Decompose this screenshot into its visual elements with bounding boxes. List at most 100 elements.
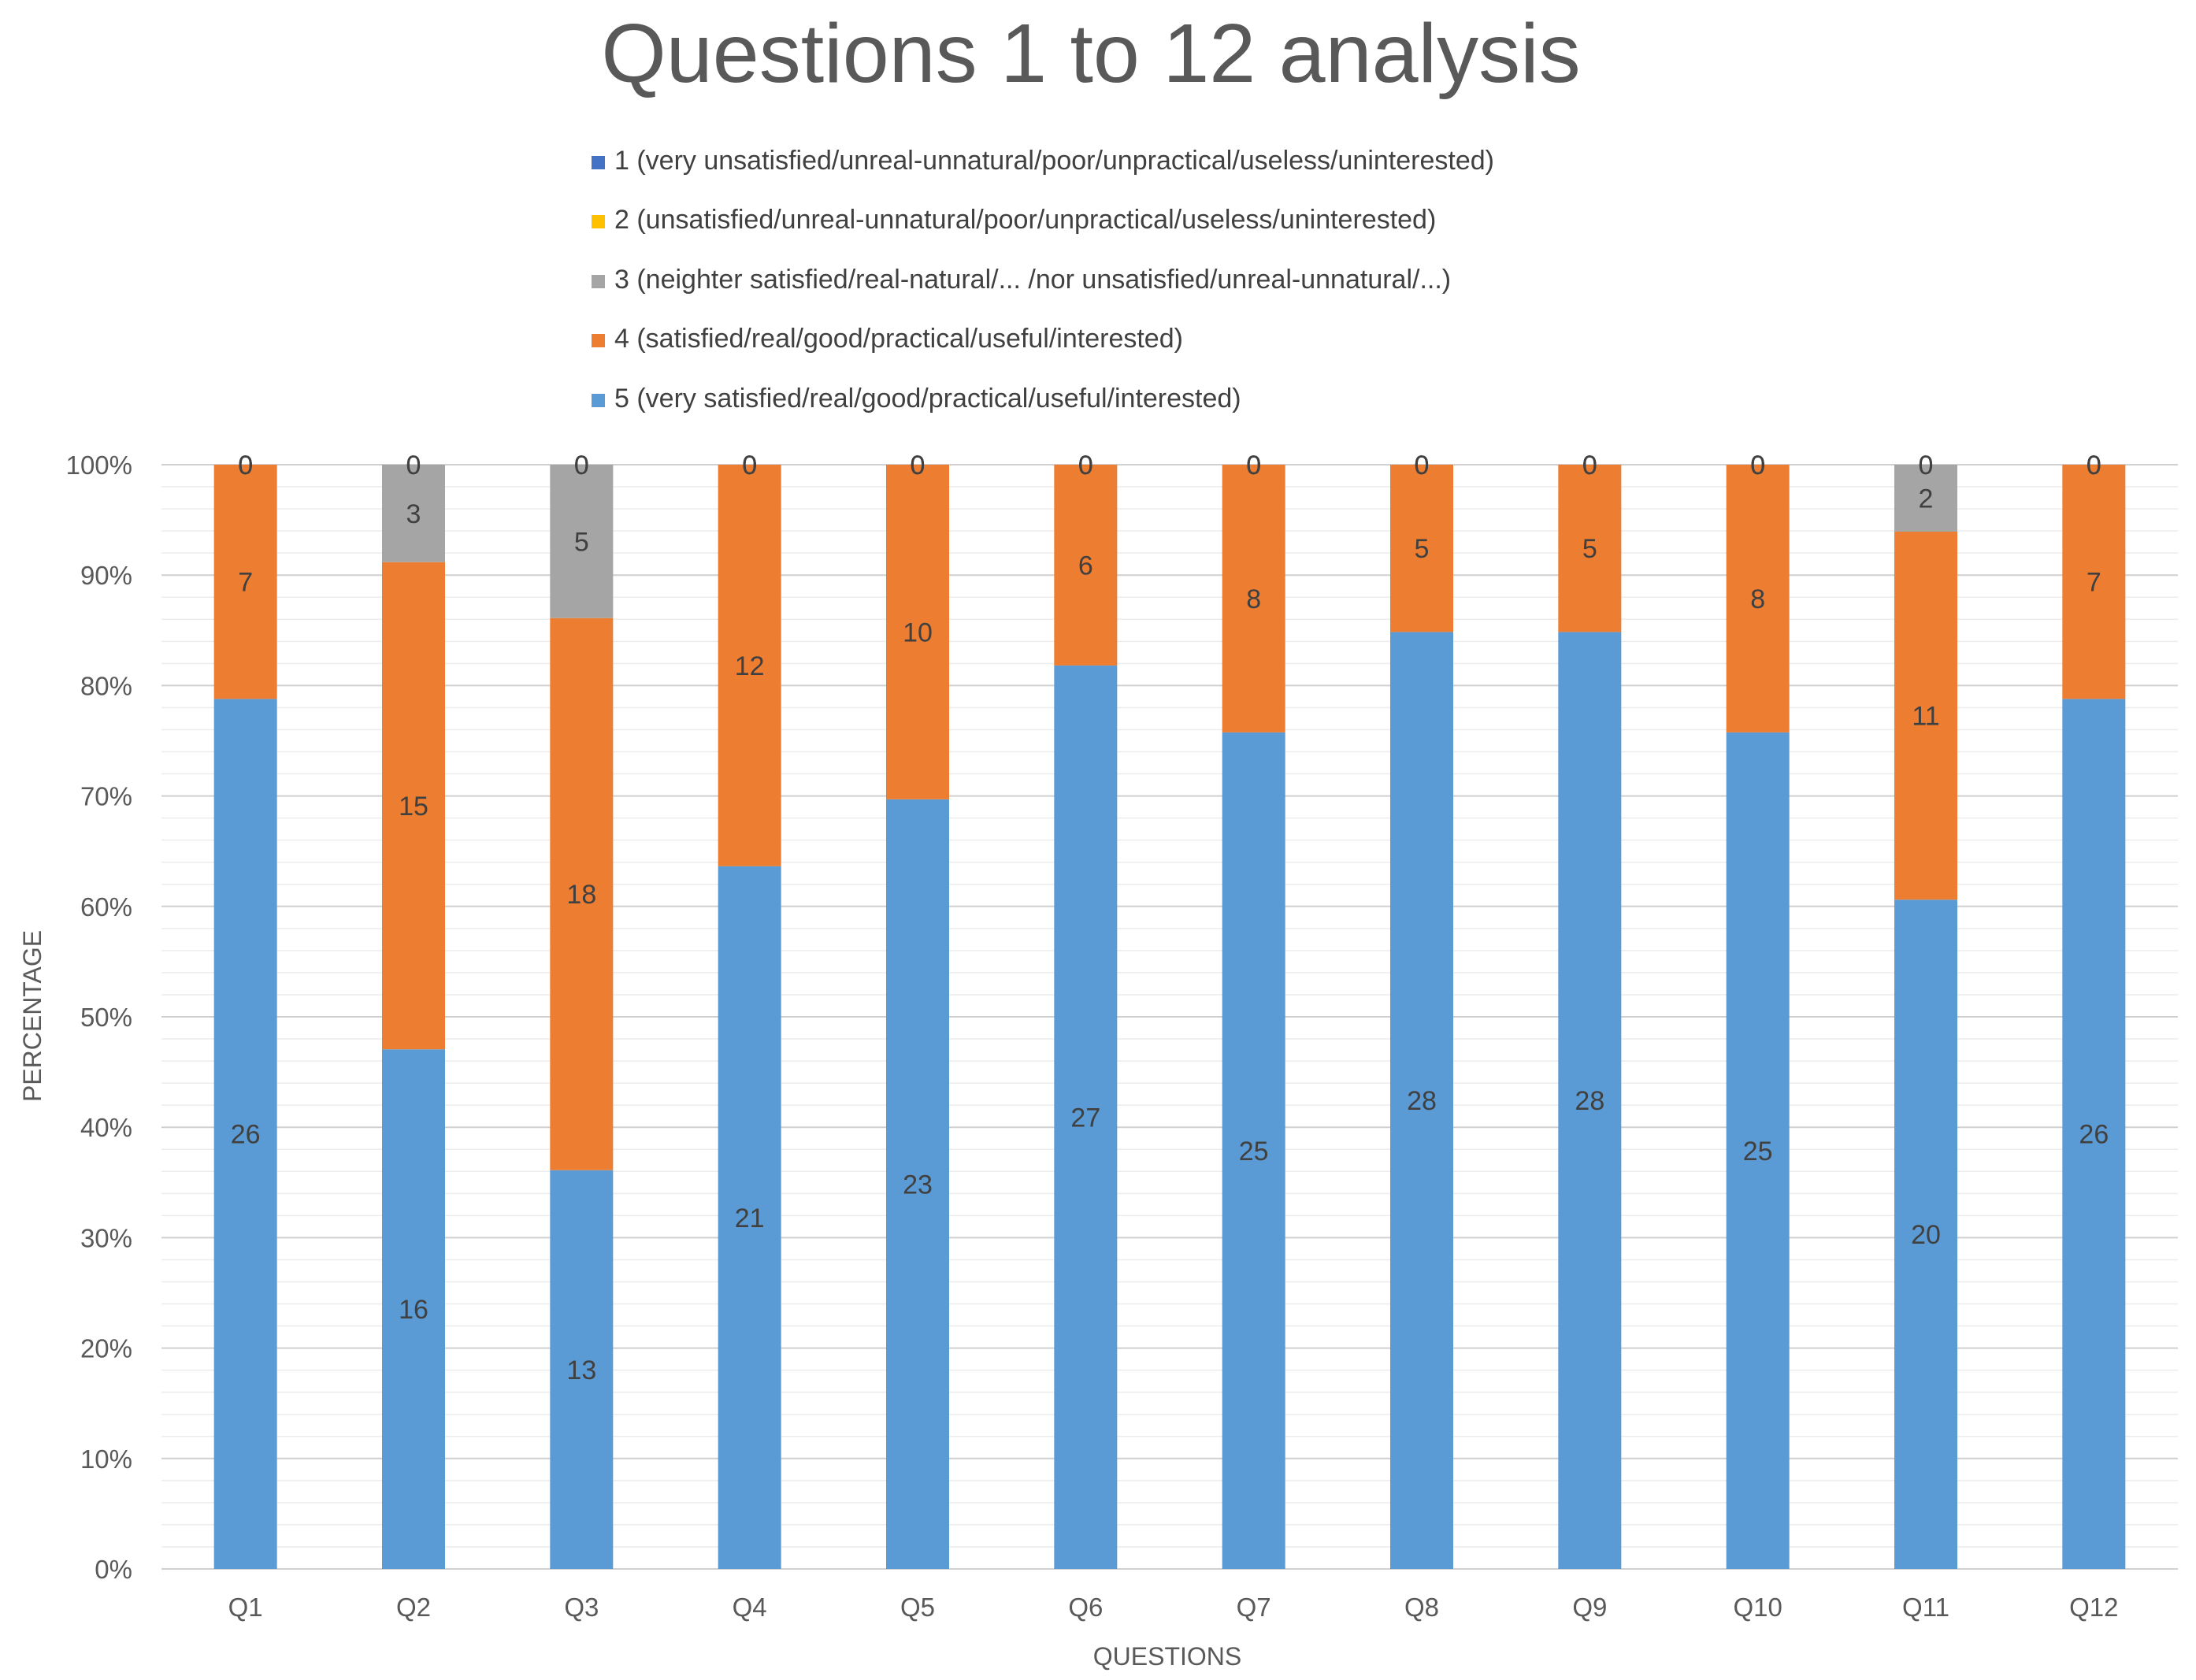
bar-segment [1726, 465, 1790, 732]
data-label: 28 [1407, 1086, 1437, 1116]
y-tick-label: 90% [80, 561, 132, 590]
bar-segment [886, 465, 949, 799]
data-label: 0 [911, 451, 926, 480]
data-label: 0 [1750, 451, 1765, 480]
data-label: 12 [735, 651, 765, 681]
data-label: 5 [574, 527, 589, 557]
data-label: 5 [1415, 534, 1430, 564]
bars [213, 465, 2126, 1569]
y-axis-title: PERCENTAGE [18, 930, 46, 1102]
bar-segment [1558, 465, 1622, 632]
data-label: 0 [406, 451, 421, 480]
x-axis-title: QUESTIONS [1093, 1642, 1241, 1671]
y-tick-label: 0% [95, 1555, 132, 1584]
data-label: 0 [1415, 451, 1430, 480]
bar-segment [213, 465, 277, 699]
data-label: 0 [742, 451, 757, 480]
data-label: 25 [1239, 1137, 1269, 1166]
y-tick-label: 30% [80, 1223, 132, 1252]
data-label: 0 [1919, 451, 1934, 480]
data-label: 0 [1246, 451, 1261, 480]
data-label: 7 [2087, 568, 2101, 598]
bar-segment [1894, 899, 1957, 1569]
bar-segment [550, 1170, 614, 1569]
x-tick-label: Q2 [396, 1593, 431, 1622]
x-tick-label: Q4 [733, 1593, 767, 1622]
data-label: 0 [406, 451, 421, 480]
bar-segment [886, 799, 949, 1569]
data-labels: 2670001615300131850021120002310000276000… [231, 451, 2109, 1385]
legend-swatch [592, 334, 605, 347]
data-label: 28 [1575, 1086, 1604, 1116]
chart-title: Questions 1 to 12 analysis [601, 7, 1580, 100]
bar-segment [2062, 465, 2126, 699]
data-label: 21 [735, 1203, 765, 1233]
legend-label: 5 (very satisfied/real/good/practical/us… [614, 384, 1241, 414]
data-label: 15 [399, 792, 428, 821]
data-label: 0 [1415, 451, 1430, 480]
data-label: 0 [574, 451, 589, 480]
data-label: 20 [1911, 1220, 1941, 1250]
bar-segment [1222, 732, 1285, 1569]
data-label: 0 [742, 451, 757, 480]
y-tick-label: 60% [80, 892, 132, 922]
bar-segment [1390, 465, 1453, 632]
data-label: 0 [911, 451, 926, 480]
data-label: 0 [2087, 451, 2101, 480]
data-label: 0 [2087, 451, 2101, 480]
y-tick-label: 50% [80, 1003, 132, 1032]
data-label: 18 [566, 880, 596, 910]
y-tick-label: 20% [80, 1334, 132, 1363]
bar-segment [1726, 732, 1790, 1569]
gridlines [161, 464, 2178, 1570]
bar-segment [382, 562, 445, 1050]
data-label: 0 [1078, 451, 1093, 480]
data-label: 0 [1582, 451, 1597, 480]
legend: 1 (very unsatisfied/unreal-unnatural/poo… [592, 146, 1494, 414]
bar-segment [1558, 632, 1622, 1569]
bar-segment [718, 866, 781, 1569]
data-label: 8 [1246, 584, 1261, 614]
data-label: 0 [1750, 451, 1765, 480]
bar-segment [2062, 699, 2126, 1569]
data-label: 0 [1078, 451, 1093, 480]
data-label: 6 [1078, 551, 1093, 580]
x-tick-label: Q8 [1404, 1593, 1439, 1622]
data-label: 2 [1919, 484, 1934, 514]
data-label: 0 [2087, 451, 2101, 480]
y-tick-label: 70% [80, 782, 132, 811]
data-label: 0 [238, 451, 253, 480]
data-label: 23 [903, 1170, 933, 1200]
bar-segment [382, 465, 445, 562]
data-label: 0 [1246, 451, 1261, 480]
data-label: 3 [406, 499, 421, 529]
data-label: 26 [231, 1120, 261, 1150]
legend-swatch [592, 394, 605, 407]
data-label: 10 [903, 617, 933, 647]
data-label: 0 [911, 451, 926, 480]
bar-segment [213, 699, 277, 1569]
data-label: 0 [1246, 451, 1261, 480]
data-label: 11 [1912, 702, 1939, 732]
data-label: 0 [1415, 451, 1430, 480]
data-label: 0 [574, 451, 589, 480]
data-label: 0 [238, 451, 253, 480]
bar-segment [382, 1049, 445, 1569]
y-tick-label: 10% [80, 1445, 132, 1474]
legend-label: 1 (very unsatisfied/unreal-unnatural/poo… [614, 146, 1494, 176]
x-tick-label: Q5 [900, 1593, 935, 1622]
y-tick-label: 80% [80, 671, 132, 700]
data-label: 5 [1582, 534, 1597, 564]
x-tick-label: Q6 [1068, 1593, 1103, 1622]
bar-segment [550, 617, 614, 1170]
legend-swatch [592, 156, 605, 169]
bar-segment [1390, 632, 1453, 1569]
legend-label: 3 (neighter satisfied/real-natural/... /… [614, 265, 1451, 295]
data-label: 0 [1919, 451, 1934, 480]
legend-label: 4 (satisfied/real/good/practical/useful/… [614, 324, 1183, 354]
data-label: 8 [1750, 584, 1765, 614]
data-label: 0 [1750, 451, 1765, 480]
data-label: 25 [1743, 1137, 1773, 1166]
data-label: 27 [1070, 1103, 1100, 1133]
y-tick-label: 100% [66, 451, 132, 480]
